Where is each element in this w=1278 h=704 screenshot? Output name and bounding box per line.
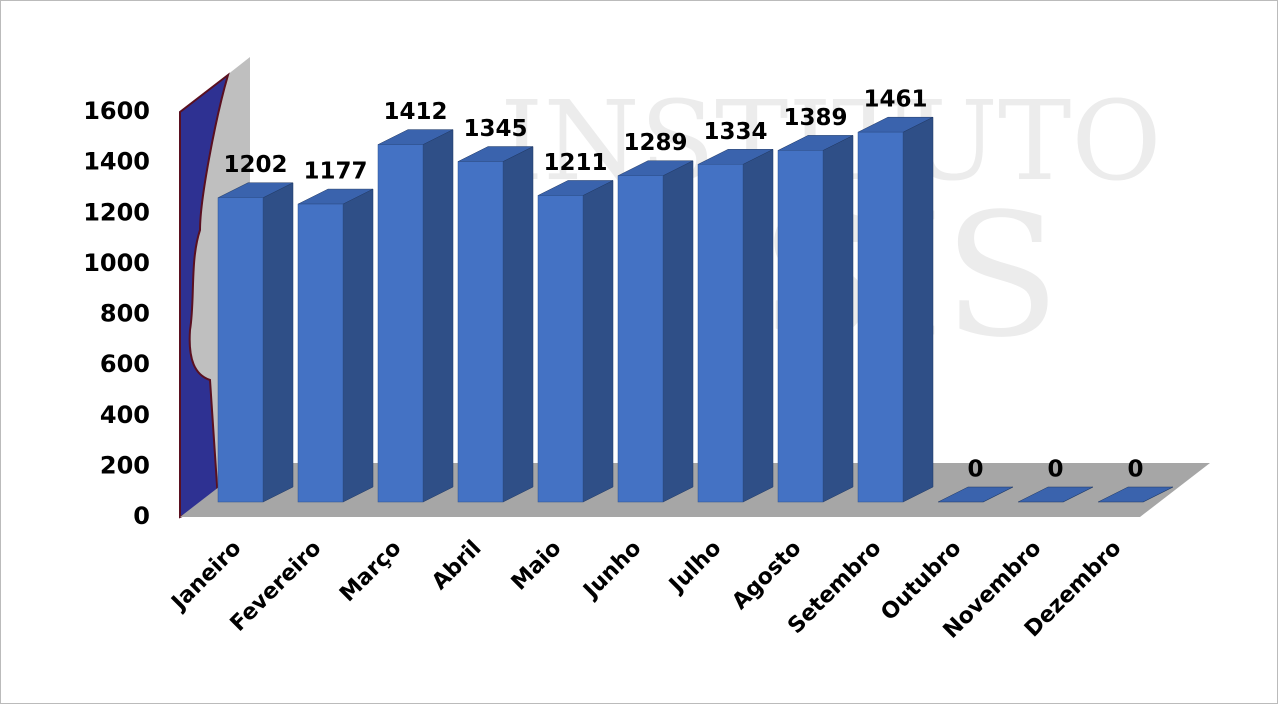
- value-label: 1289: [623, 130, 687, 156]
- value-label: 1211: [543, 150, 607, 176]
- y-tick-label: 0: [133, 502, 150, 530]
- bar-top: [1017, 486, 1094, 503]
- y-tick-label: 1600: [83, 97, 150, 125]
- value-label: 1461: [863, 87, 927, 113]
- bar: [217, 197, 264, 503]
- value-label: 1345: [463, 116, 527, 142]
- value-label: 0: [1127, 457, 1143, 483]
- y-tick-label: 1000: [83, 249, 150, 277]
- bar: [297, 203, 344, 503]
- y-tick-label: 800: [100, 300, 150, 328]
- bar: [617, 175, 664, 503]
- value-label: 1412: [383, 99, 447, 125]
- bar-side: [662, 160, 694, 503]
- value-label: 1389: [783, 105, 847, 131]
- value-label: 0: [1047, 457, 1063, 483]
- bar-side: [582, 180, 614, 503]
- bar: [857, 131, 904, 503]
- y-tick-label: 200: [100, 451, 150, 479]
- y-tick-label: 600: [100, 350, 150, 378]
- bar-side: [502, 146, 534, 503]
- bar-side: [742, 148, 774, 503]
- bar: [777, 150, 824, 503]
- bar: [537, 195, 584, 503]
- value-label: 1334: [703, 119, 767, 145]
- bar: [377, 144, 424, 503]
- y-tick-label: 1400: [83, 148, 150, 176]
- value-label: 0: [967, 457, 983, 483]
- bar-side: [262, 182, 294, 503]
- y-tick-label: 400: [100, 401, 150, 429]
- bar: [457, 161, 504, 503]
- value-label: 1202: [223, 152, 287, 178]
- bar-side: [822, 135, 854, 503]
- bar: [697, 164, 744, 503]
- bar-side: [422, 129, 454, 503]
- bar-top: [1097, 486, 1174, 503]
- bar-side: [902, 116, 934, 503]
- wall-decoration: [179, 72, 230, 519]
- y-tick-label: 1200: [83, 198, 150, 226]
- bar-side: [342, 188, 374, 503]
- bar-top: [937, 486, 1014, 503]
- value-label: 1177: [303, 159, 367, 185]
